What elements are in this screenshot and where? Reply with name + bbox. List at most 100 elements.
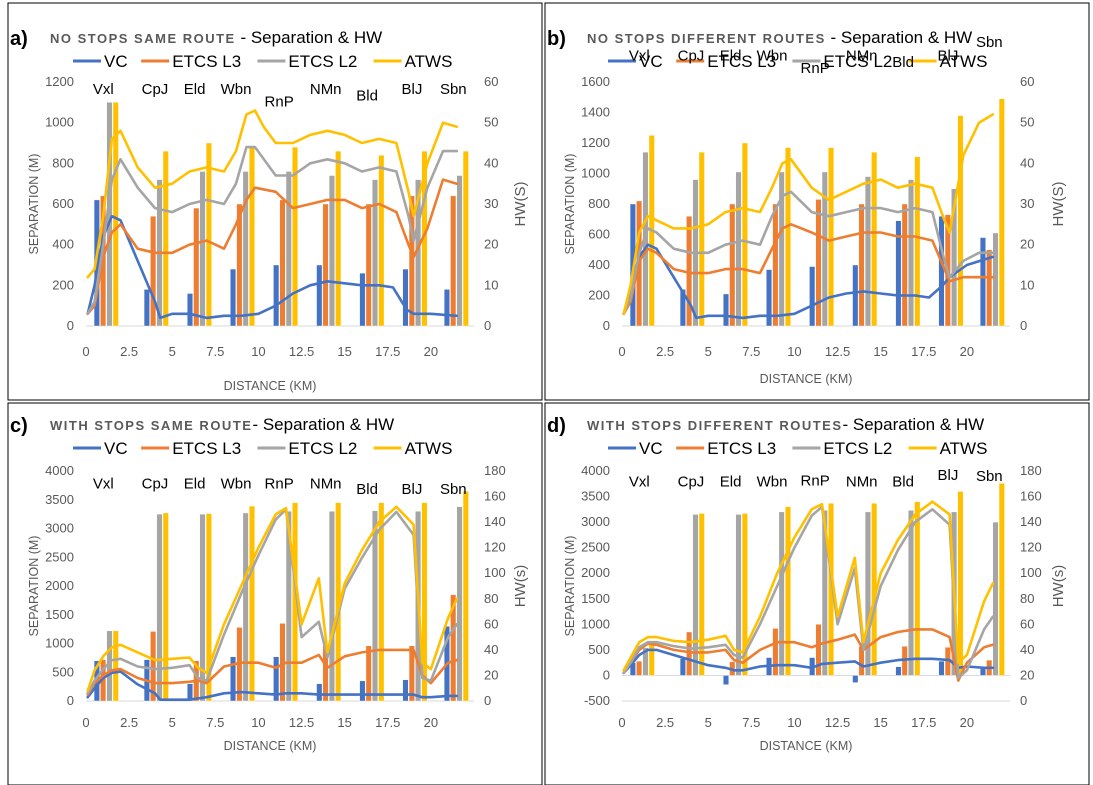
station-label: Wbn: [221, 475, 252, 492]
bar-vc: [143, 289, 150, 327]
bar-atws: [462, 490, 469, 702]
chart-title-rest: - Separation & HW: [252, 415, 394, 434]
panel-label: a): [10, 28, 28, 50]
x-tick-label: 12.5: [825, 344, 850, 359]
bar-vc: [766, 269, 773, 327]
y2-tick-label: 20: [1020, 237, 1034, 252]
y2-tick-label: 160: [484, 489, 506, 504]
y-tick-label: 200: [588, 288, 610, 303]
y2-tick-label: 60: [484, 74, 498, 89]
chart-title-rest: - Separation & HW: [236, 28, 382, 47]
x-tick-label: 20: [960, 715, 974, 730]
station-label: NMn: [310, 81, 342, 98]
x-tick-label: 10: [787, 344, 801, 359]
station-label: Eld: [184, 81, 206, 98]
bar-atws: [162, 512, 169, 702]
y-tick-label: 0: [67, 318, 74, 333]
bar-etcs-l2: [456, 175, 463, 327]
x-tick-label: 15: [873, 344, 887, 359]
x-tick-label: 7.5: [206, 715, 224, 730]
y2-tick-label: 10: [484, 277, 498, 292]
bar-vc: [723, 675, 729, 685]
x-tick-label: 2.5: [656, 344, 674, 359]
bar-atws: [998, 98, 1005, 327]
bar-atws: [957, 115, 964, 327]
legend-item-etcs-l3: ETCS L3: [676, 439, 776, 458]
y2-tick-label: 120: [1020, 540, 1042, 555]
panel-frame: [544, 2, 1090, 401]
y-tick-label: 400: [588, 257, 610, 272]
bar-atws: [871, 151, 878, 327]
bar-vc: [230, 268, 237, 327]
series-line-etcs-l2: [86, 507, 459, 695]
bar-etcs-l2: [328, 175, 335, 327]
station-label: Sbn: [440, 481, 467, 498]
bar-atws: [914, 501, 921, 676]
y-tick-label: 4000: [45, 463, 74, 478]
station-label: Sbn: [976, 34, 1003, 51]
bar-etcs-l3: [408, 645, 415, 702]
legend-label: ATWS: [405, 439, 453, 458]
bar-etcs-l2: [642, 647, 649, 676]
bar-atws: [914, 156, 921, 327]
bar-atws: [698, 151, 705, 327]
bar-vc: [273, 264, 280, 327]
bar-etcs-l2: [864, 176, 871, 327]
station-label: BlJ: [937, 48, 958, 65]
x-tick-label: 12.5: [289, 715, 314, 730]
y-tick-label: 1000: [45, 636, 74, 651]
chart-panel-2: b) NO STOPS DIFFERENT ROUTES - Separation…: [544, 2, 1090, 401]
line-group: [622, 113, 995, 320]
station-label: Wbn: [221, 81, 252, 98]
x-tick-label: 20: [424, 715, 438, 730]
chart-title-rest: - Separation & HW: [826, 28, 972, 47]
bar-vc: [359, 272, 366, 327]
legend-item-etcs-l3: ETCS L3: [141, 52, 241, 71]
bar-vc: [852, 264, 859, 327]
station-label: Sbn: [976, 468, 1003, 485]
y-tick-label: 1500: [45, 607, 74, 622]
bar-atws: [378, 502, 385, 702]
bar-group: [629, 483, 1005, 685]
bar-etcs-l3: [815, 624, 822, 676]
bar-vc: [273, 656, 280, 702]
chart-title-bold: WITH STOPS SAME ROUTE: [50, 418, 252, 433]
bar-vc: [979, 237, 986, 327]
y-tick-label: 3000: [45, 521, 74, 536]
station-label: Eld: [184, 475, 206, 492]
y2-axis-title: HW(s): [1050, 565, 1067, 607]
chart-title: WITH STOPS DIFFERENT ROUTES- Separation …: [587, 415, 984, 434]
y-tick-label: 3000: [581, 514, 610, 529]
x-tick-label: 5: [705, 344, 712, 359]
legend-label: ETCS L3: [707, 439, 776, 458]
x-axis-title: DISTANCE (KM): [224, 379, 317, 393]
series-line-etcs-l3: [86, 178, 459, 316]
y-tick-label: 600: [52, 196, 74, 211]
bar-etcs-l3: [365, 645, 372, 702]
x-tick-label: 5: [169, 715, 176, 730]
station-label: RnP: [801, 60, 830, 77]
y2-tick-label: 0: [484, 693, 491, 708]
bar-atws: [462, 150, 469, 327]
x-axis-title: DISTANCE (KM): [760, 739, 853, 753]
y2-tick-label: 160: [1020, 489, 1042, 504]
legend-item-vc: VC: [608, 439, 663, 458]
panel-label: c): [10, 415, 28, 437]
y2-tick-label: 100: [1020, 565, 1042, 580]
legend-label: ATWS: [940, 439, 988, 458]
y-tick-label: 3500: [45, 492, 74, 507]
x-tick-label: 0: [618, 344, 625, 359]
bar-atws: [112, 102, 119, 327]
bar-vc: [979, 668, 986, 676]
bar-etcs-l2: [821, 510, 828, 676]
legend-label: ETCS L2: [288, 52, 357, 71]
legend-label: ETCS L2: [823, 439, 892, 458]
x-tick-label: 5: [169, 344, 176, 359]
bar-etcs-l2: [372, 510, 378, 702]
y2-tick-label: 140: [484, 514, 506, 529]
y2-tick-label: 40: [1020, 155, 1034, 170]
y-tick-label: 1500: [581, 591, 610, 606]
bar-etcs-l3: [193, 207, 200, 327]
bar-etcs-l2: [372, 179, 378, 327]
y2-tick-label: 20: [484, 667, 498, 682]
